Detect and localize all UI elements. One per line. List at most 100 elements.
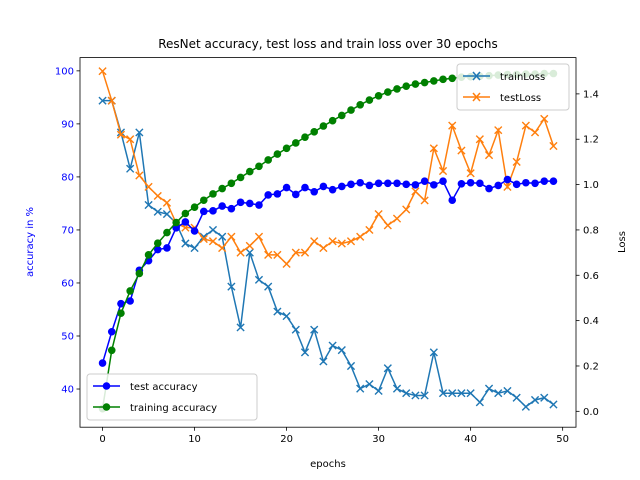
data-point-trainloss bbox=[484, 384, 494, 393]
legend-accuracy: test accuracy training accuracy bbox=[86, 373, 258, 421]
data-point-trainloss bbox=[512, 393, 521, 402]
data-point-trainloss bbox=[494, 389, 503, 398]
y-right-tick-label: 0.6 bbox=[583, 271, 599, 282]
data-point-trainloss bbox=[273, 307, 282, 316]
data-point-training-accuracy bbox=[135, 269, 144, 278]
data-point-testloss bbox=[218, 243, 227, 253]
data-point-training-accuracy bbox=[218, 184, 226, 193]
y-left-tick-label: 40 bbox=[61, 385, 74, 396]
data-point-test-accuracy bbox=[190, 227, 199, 235]
data-point-training-accuracy bbox=[255, 162, 263, 171]
data-point-trainloss bbox=[208, 225, 218, 235]
legend-testloss-marker bbox=[472, 92, 481, 102]
data-point-test-accuracy bbox=[485, 184, 493, 193]
data-point-test-accuracy bbox=[117, 299, 125, 308]
data-point-training-accuracy bbox=[365, 96, 374, 104]
data-point-training-accuracy bbox=[245, 167, 254, 176]
data-point-trainloss bbox=[549, 400, 558, 409]
data-point-trainloss bbox=[144, 200, 153, 210]
data-point-test-accuracy bbox=[540, 177, 549, 185]
data-point-test-accuracy bbox=[227, 204, 236, 213]
data-point-trainloss bbox=[153, 207, 162, 216]
data-point-testloss bbox=[475, 135, 484, 144]
data-point-trainloss bbox=[411, 391, 420, 400]
data-point-training-accuracy bbox=[107, 346, 116, 355]
data-point-testloss bbox=[144, 182, 153, 191]
data-point-testloss bbox=[365, 225, 374, 235]
data-point-trainloss bbox=[135, 128, 144, 137]
data-point-test-accuracy bbox=[503, 175, 512, 184]
y-right-tick-label: 0.2 bbox=[583, 361, 599, 372]
y-right-tick-label: 1.4 bbox=[583, 89, 599, 100]
data-point-training-accuracy bbox=[393, 85, 401, 93]
data-point-trainloss bbox=[264, 282, 273, 291]
data-point-trainloss bbox=[328, 341, 337, 350]
data-point-training-accuracy bbox=[319, 122, 328, 130]
data-point-test-accuracy bbox=[255, 201, 263, 209]
x-tick-label: 20 bbox=[280, 434, 293, 445]
data-point-test-accuracy bbox=[282, 183, 291, 192]
data-point-testloss bbox=[126, 135, 135, 144]
data-point-trainloss bbox=[319, 357, 328, 366]
data-point-testloss bbox=[392, 214, 402, 223]
data-point-test-accuracy bbox=[199, 207, 208, 216]
data-point-trainloss bbox=[236, 323, 245, 332]
data-point-trainloss bbox=[181, 239, 190, 248]
data-point-test-accuracy bbox=[264, 191, 272, 199]
data-point-training-accuracy bbox=[402, 82, 411, 91]
data-point-test-accuracy bbox=[393, 179, 401, 188]
data-point-training-accuracy bbox=[264, 156, 272, 164]
data-point-trainloss bbox=[383, 364, 392, 373]
data-point-testloss bbox=[420, 196, 429, 205]
data-point-test-accuracy bbox=[338, 182, 346, 191]
axes: 0 10 20 30 40 50 40 50 60 70 80 90 100 0.0 0.2 0.4 0.6 0.… bbox=[55, 66, 599, 445]
legend-trainloss-label: trainLoss bbox=[500, 72, 545, 83]
data-point-testloss bbox=[328, 237, 337, 246]
data-point-training-accuracy bbox=[328, 116, 337, 125]
data-point-trainloss bbox=[374, 386, 383, 396]
data-point-testloss bbox=[438, 166, 448, 176]
data-point-testloss bbox=[530, 128, 540, 137]
data-point-test-accuracy bbox=[163, 244, 171, 252]
data-point-testloss bbox=[402, 205, 411, 214]
data-point-testloss bbox=[135, 171, 144, 180]
data-point-testloss bbox=[264, 250, 273, 259]
data-point-test-accuracy bbox=[310, 187, 319, 196]
data-point-trainloss bbox=[392, 384, 402, 393]
data-point-training-accuracy bbox=[181, 209, 190, 218]
data-point-training-accuracy bbox=[439, 75, 447, 84]
data-point-test-accuracy bbox=[466, 178, 475, 187]
data-point-test-accuracy bbox=[457, 180, 466, 188]
y-right-tick-label: 0.0 bbox=[583, 407, 599, 418]
data-point-testloss bbox=[411, 187, 420, 196]
data-point-trainloss bbox=[503, 386, 512, 396]
data-point-testloss bbox=[448, 121, 457, 130]
data-point-testloss bbox=[319, 243, 328, 253]
data-point-trainloss bbox=[254, 275, 264, 284]
x-tick-label: 0 bbox=[99, 434, 105, 445]
legend-test-accuracy-label: test accuracy bbox=[130, 382, 198, 393]
data-point-test-accuracy bbox=[430, 181, 438, 189]
data-point-training-accuracy bbox=[356, 100, 365, 109]
data-point-test-accuracy bbox=[402, 180, 411, 189]
data-point-trainloss bbox=[530, 395, 540, 405]
data-point-training-accuracy bbox=[282, 144, 291, 153]
data-point-trainloss bbox=[245, 248, 254, 257]
x-tick-label: 40 bbox=[464, 434, 477, 445]
data-point-training-accuracy bbox=[310, 128, 319, 136]
data-point-training-accuracy bbox=[374, 91, 383, 100]
data-point-trainloss bbox=[466, 389, 475, 398]
y-left-tick-label: 70 bbox=[61, 225, 74, 236]
data-point-trainloss bbox=[365, 380, 374, 389]
data-point-testloss bbox=[503, 182, 512, 191]
data-point-test-accuracy bbox=[522, 178, 530, 187]
data-point-testloss bbox=[236, 248, 245, 257]
data-point-test-accuracy bbox=[374, 179, 383, 188]
y-right-tick-label: 0.8 bbox=[583, 225, 599, 236]
data-point-trainloss bbox=[310, 325, 319, 334]
data-point-test-accuracy bbox=[531, 179, 539, 188]
data-point-testloss bbox=[199, 234, 208, 244]
data-point-training-accuracy bbox=[209, 190, 217, 198]
data-point-trainloss bbox=[218, 232, 227, 241]
